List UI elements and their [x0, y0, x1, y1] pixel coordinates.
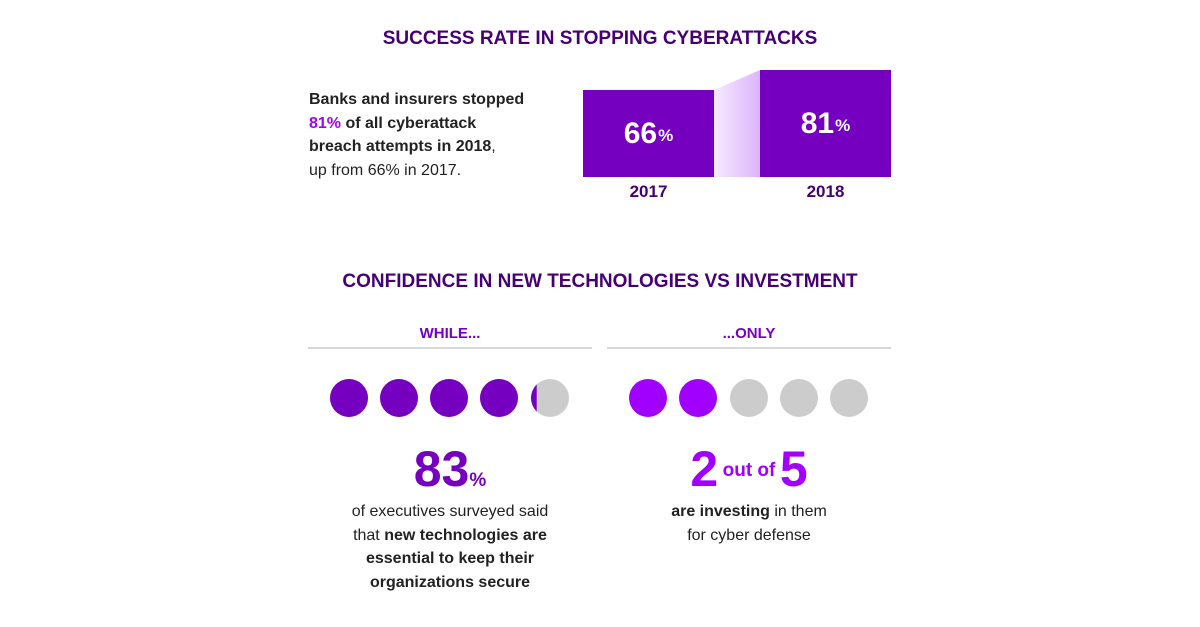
left-stat-unit: % [469, 470, 487, 491]
bar-2018: 81% [760, 70, 891, 177]
left-desc-l4: organizations secure [369, 573, 531, 591]
right-desc-l1b: in them [769, 503, 827, 520]
left-stat: 83% [308, 440, 592, 498]
left-header: WHILE... [419, 325, 481, 342]
left-description: of executives surveyed said that new tec… [308, 500, 592, 594]
dot-left-filled [380, 379, 418, 417]
left-desc-l2b: new technologies are [384, 526, 547, 544]
right-header: ...ONLY [722, 325, 776, 342]
tick-label-2017: 2017 [629, 182, 668, 201]
dot-left-filled [430, 379, 468, 417]
intro-line2: of all cyberattack [341, 114, 477, 132]
right-divider [607, 347, 891, 349]
intro-comma: , [491, 138, 496, 155]
tick-label-2018: 2018 [806, 182, 845, 201]
dot-rows [330, 379, 868, 417]
intro-text: Banks and insurers stopped 81% of all cy… [309, 88, 549, 182]
intro-line1: Banks and insurers stopped [309, 91, 525, 108]
left-divider [308, 347, 592, 349]
right-stat-mid: out of [722, 460, 776, 481]
dot-right-empty [780, 379, 818, 417]
right-stat-total: 5 [779, 441, 808, 497]
left-desc-l3: essential to keep their [365, 550, 535, 567]
dot-right-empty [730, 379, 768, 417]
bar-label-2018: 81 [800, 106, 835, 140]
section2-title: CONFIDENCE IN NEW TECHNOLOGIES VS INVEST… [342, 271, 858, 292]
dot-left-filled [531, 384, 537, 412]
bar-connector [714, 70, 760, 177]
dot-left-filled [480, 379, 518, 417]
dot-left-filled [330, 379, 368, 417]
left-desc-l2a: that [353, 526, 385, 544]
left-stat-number: 83 [413, 441, 470, 497]
left-desc-l1: of executives surveyed said [351, 503, 549, 520]
right-desc-l2: for cyber defense [687, 526, 811, 544]
section1-title: SUCCESS RATE IN STOPPING CYBERATTACKS [382, 28, 818, 49]
intro-line4: up from 66% in 2017. [309, 161, 462, 179]
bar-label-2017: 66 [623, 116, 658, 150]
dot-right-empty [830, 379, 868, 417]
bar-2017: 66% [583, 90, 714, 177]
pct-sign: % [835, 115, 851, 135]
dot-right-filled [629, 379, 667, 417]
dot-right-filled [679, 379, 717, 417]
pct-sign: % [658, 125, 674, 145]
right-stat-count: 2 [690, 441, 719, 497]
dot-left-empty [531, 379, 569, 417]
right-stat: 2 out of 5 [607, 440, 891, 498]
intro-line3: breach attempts in 2018 [309, 138, 492, 155]
intro-highlight: 81% [309, 114, 342, 132]
right-description: are investing in them for cyber defense [607, 500, 891, 547]
right-desc-l1a: are investing [671, 503, 770, 520]
